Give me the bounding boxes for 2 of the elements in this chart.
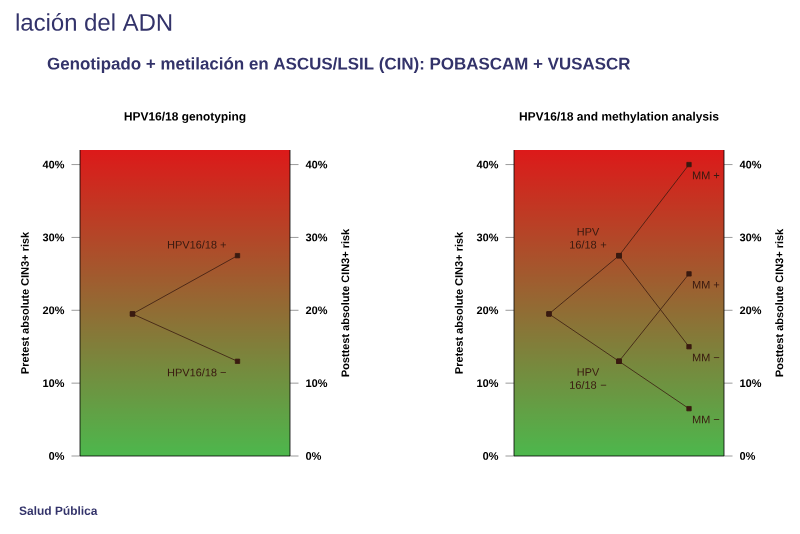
text: lación del ADN: [16, 13, 172, 31]
text: Genotipado + metilación en ASCUS/LSIL (CIN): POBASCAM + VUSASCR: [47, 57, 631, 73]
